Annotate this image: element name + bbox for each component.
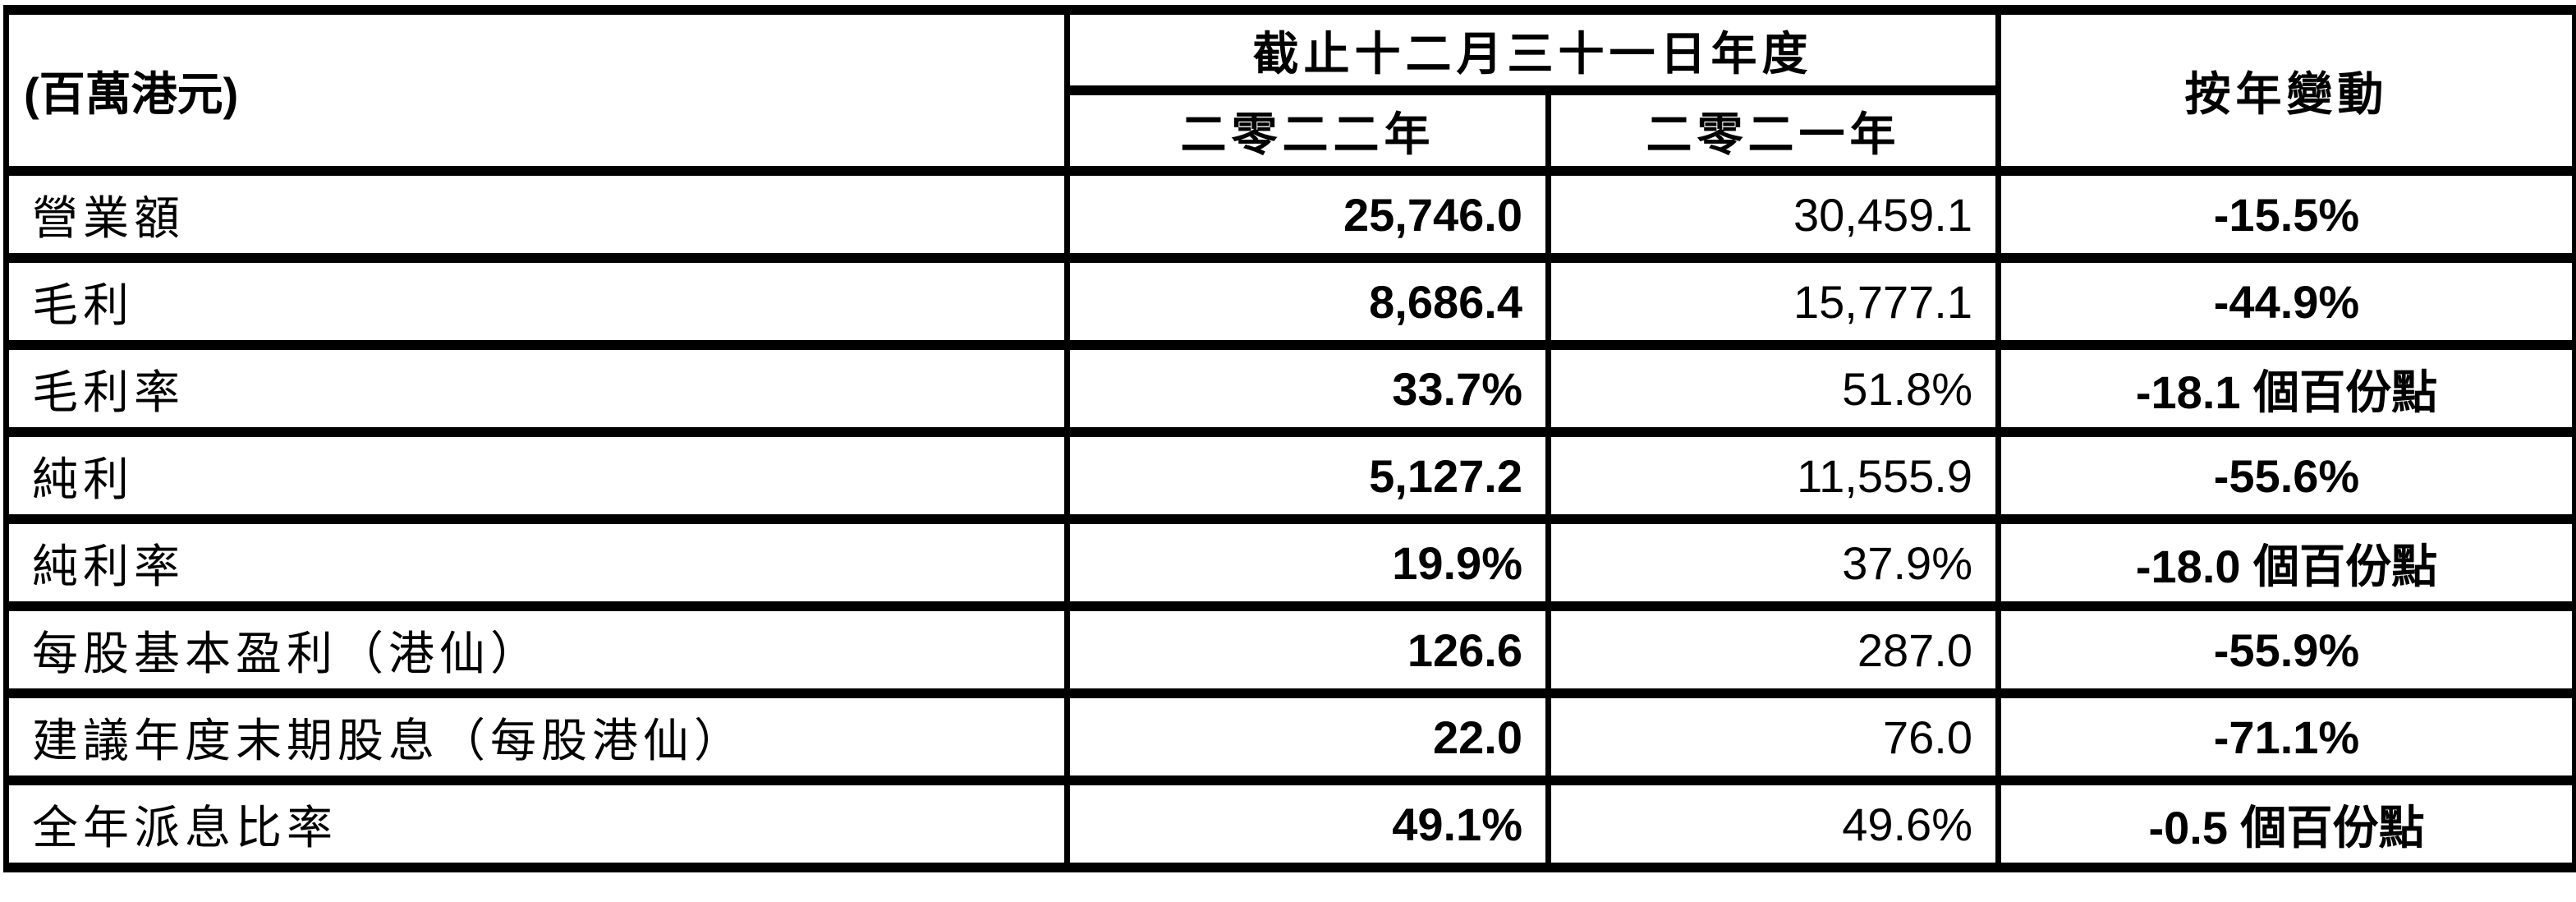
table-row: 毛利率 33.7% 51.8% -18.1 個百份點 <box>3 340 2576 437</box>
change-header: 按年變動 <box>1995 5 2576 176</box>
period-header: 截止十二月三十一日年度 <box>1064 5 2001 95</box>
row-label: 每股基本盈利（港仙） <box>3 601 1070 698</box>
change-value: -18.0 個百份點 <box>1995 514 2576 611</box>
value-2022: 126.6 <box>1064 601 1551 698</box>
table-row: 純利率 19.9% 37.9% -18.0 個百份點 <box>3 514 2576 611</box>
value-2022: 49.1% <box>1064 775 1551 872</box>
value-2021: 30,459.1 <box>1545 166 2001 263</box>
table-row: 純利 5,127.2 11,555.9 -55.6% <box>3 427 2576 524</box>
value-2021: 37.9% <box>1545 514 2001 611</box>
change-value: -18.1 個百份點 <box>1995 340 2576 437</box>
value-2022: 22.0 <box>1064 688 1551 785</box>
table-row: 建議年度末期股息（每股港仙） 22.0 76.0 -71.1% <box>3 688 2576 785</box>
row-label: 純利 <box>3 427 1070 524</box>
table-row: 每股基本盈利（港仙） 126.6 287.0 -55.9% <box>3 601 2576 698</box>
table-row: 營業額 25,746.0 30,459.1 -15.5% <box>3 166 2576 263</box>
row-label: 毛利 <box>3 253 1070 350</box>
row-label: 營業額 <box>3 166 1070 263</box>
header-row: (百萬港元) 截止十二月三十一日年度 按年變動 <box>3 5 2576 176</box>
change-value: -55.6% <box>1995 427 2576 524</box>
value-2022: 25,746.0 <box>1064 166 1551 263</box>
row-label: 全年派息比率 <box>3 775 1070 872</box>
financial-summary-table: (百萬港元) 截止十二月三十一日年度 按年變動 二零二二年 二零二一年 營業額 2… <box>3 5 2576 872</box>
value-2021: 287.0 <box>1545 601 2001 698</box>
change-value: -0.5 個百份點 <box>1995 775 2576 872</box>
value-2022: 8,686.4 <box>1064 253 1551 350</box>
value-2022: 33.7% <box>1064 340 1551 437</box>
year-2021-header: 二零二一年 <box>1545 85 2001 176</box>
value-2021: 15,777.1 <box>1545 253 2001 350</box>
table-row: 毛利 8,686.4 15,777.1 -44.9% <box>3 253 2576 350</box>
year-header-row: 二零二二年 二零二一年 <box>7 85 2575 176</box>
row-label: 毛利率 <box>3 340 1070 437</box>
year-2022-header: 二零二二年 <box>1064 85 1551 176</box>
change-value: -44.9% <box>1995 253 2576 350</box>
change-value: -55.9% <box>1995 601 2576 698</box>
value-2022: 5,127.2 <box>1064 427 1551 524</box>
value-2021: 51.8% <box>1545 340 2001 437</box>
table-row: 全年派息比率 49.1% 49.6% -0.5 個百份點 <box>3 775 2576 872</box>
change-value: -71.1% <box>1995 688 2576 785</box>
value-2021: 49.6% <box>1545 775 2001 872</box>
row-label: 建議年度末期股息（每股港仙） <box>3 688 1070 785</box>
change-value: -15.5% <box>1995 166 2576 263</box>
row-label: 純利率 <box>3 514 1070 611</box>
value-2021: 76.0 <box>1545 688 2001 785</box>
unit-header: (百萬港元) <box>3 5 1070 176</box>
value-2022: 19.9% <box>1064 514 1551 611</box>
value-2021: 11,555.9 <box>1545 427 2001 524</box>
